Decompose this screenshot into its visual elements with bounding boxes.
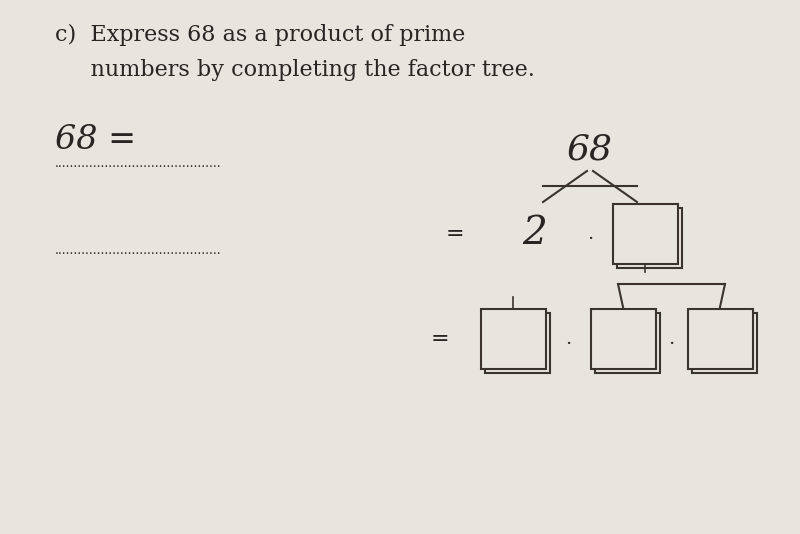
Bar	[590, 309, 655, 369]
Text: =: =	[446, 223, 464, 245]
Text: 68 =: 68 =	[55, 124, 136, 156]
Text: ...........................................: ........................................…	[55, 244, 222, 257]
Text: numbers by completing the factor tree.: numbers by completing the factor tree.	[55, 59, 535, 81]
Text: 68: 68	[567, 132, 613, 166]
Text: ...........................................: ........................................…	[55, 157, 222, 170]
Bar	[481, 309, 546, 369]
Bar	[485, 313, 550, 373]
Bar	[617, 208, 682, 268]
Bar	[613, 204, 678, 264]
Text: .: .	[668, 330, 674, 348]
Text: =: =	[430, 328, 450, 350]
Text: 2: 2	[522, 216, 547, 253]
Bar	[687, 309, 753, 369]
Text: c)  Express 68 as a product of prime: c) Express 68 as a product of prime	[55, 24, 466, 46]
Bar	[691, 313, 757, 373]
Bar	[594, 313, 659, 373]
Text: .: .	[565, 330, 571, 348]
Text: .: .	[587, 225, 593, 243]
